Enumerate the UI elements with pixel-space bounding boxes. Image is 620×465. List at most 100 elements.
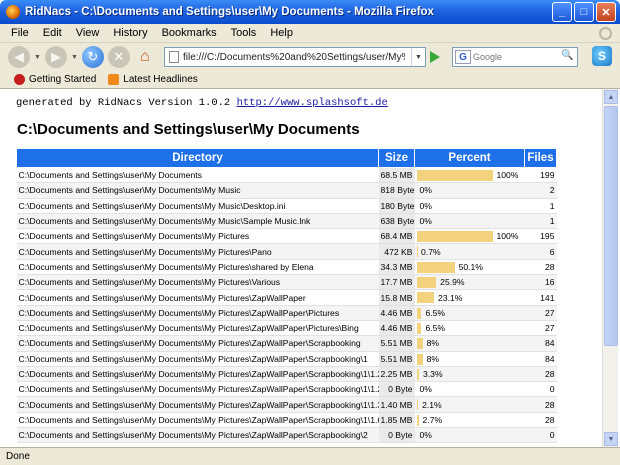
size-cell: 4.46 MB: [378, 320, 415, 337]
address-bar[interactable]: ▼: [164, 47, 426, 67]
table-header-row: Directory Size Percent Files: [16, 148, 557, 168]
table-row: C:\Documents and Settings\user\My Docume…: [16, 198, 557, 214]
search-input[interactable]: [473, 52, 553, 62]
files-cell: 199: [524, 167, 557, 184]
generator-link[interactable]: http://www.splashsoft.de: [236, 97, 388, 109]
percent-cell: 6.5%: [414, 305, 525, 321]
menu-help[interactable]: Help: [270, 27, 293, 39]
percent-cell: 0.7%: [414, 243, 525, 260]
bookmark-getting-started[interactable]: Getting Started: [14, 74, 96, 85]
menu-tools[interactable]: Tools: [230, 27, 257, 39]
close-button[interactable]: ✕: [596, 2, 616, 22]
bookmarks-toolbar: Getting Started Latest Headlines: [0, 71, 620, 89]
directory-cell: C:\Documents and Settings\user\My Docume…: [16, 167, 379, 184]
size-cell: 4.46 MB: [378, 305, 415, 321]
percent-label: 2.7%: [422, 414, 443, 425]
maximize-button[interactable]: □: [574, 2, 594, 22]
page-content: generated by RidNacs Version 1.0.2 http:…: [8, 89, 602, 447]
table-row: C:\Documents and Settings\user\My Docume…: [16, 396, 557, 413]
table-row: C:\Documents and Settings\user\My Docume…: [16, 351, 557, 367]
menu-history[interactable]: History: [113, 27, 148, 39]
files-cell: 16: [524, 274, 557, 291]
files-cell: 27: [524, 320, 557, 337]
table-row: C:\Documents and Settings\user\My Docume…: [16, 427, 557, 444]
percent-bar: [416, 414, 419, 426]
files-cell: 0: [524, 381, 557, 398]
rss-icon: [108, 74, 120, 85]
directory-cell: C:\Documents and Settings\user\My Docume…: [16, 335, 379, 352]
directory-cell: C:\Documents and Settings\user\My Docume…: [16, 320, 379, 337]
page-title: C:\Documents and Settings\user\My Docume…: [17, 121, 360, 138]
menu-bookmarks[interactable]: Bookmarks: [161, 27, 217, 39]
table-row: C:\Documents and Settings\user\My Docume…: [16, 335, 557, 352]
size-cell: 17.7 MB: [378, 274, 415, 291]
table-row: C:\Documents and Settings\user\My Docume…: [16, 412, 557, 429]
throbber-icon: [599, 27, 612, 40]
scroll-up-arrow-icon[interactable]: ▲: [604, 90, 618, 104]
directory-cell: C:\Documents and Settings\user\My Docume…: [16, 259, 379, 276]
minimize-button[interactable]: _: [552, 2, 572, 22]
percent-cell: 0%: [414, 213, 525, 230]
url-history-dropdown-icon[interactable]: ▼: [411, 48, 425, 66]
vertical-scrollbar[interactable]: ▲ ▼: [602, 89, 618, 447]
percent-cell: 100%: [414, 167, 525, 184]
forward-button[interactable]: ▶: [44, 46, 67, 68]
table-row: C:\Documents and Settings\user\My Docume…: [16, 274, 557, 291]
menu-view[interactable]: View: [75, 27, 100, 39]
search-bar[interactable]: G 🔍: [452, 47, 578, 67]
bookmark-label: Getting Started: [29, 74, 97, 85]
table-row: C:\Documents and Settings\user\My Docume…: [16, 228, 557, 245]
scroll-thumb[interactable]: [604, 106, 618, 346]
directory-cell: C:\Documents and Settings\user\My Docume…: [16, 396, 379, 413]
percent-label: 2.1%: [422, 399, 442, 410]
go-arrow-icon[interactable]: [430, 51, 440, 63]
percent-label: 8%: [426, 338, 439, 349]
stop-button[interactable]: ✕: [107, 46, 130, 68]
home-button[interactable]: ⌂: [140, 48, 150, 65]
search-magnifier-icon[interactable]: 🔍: [561, 50, 574, 61]
files-cell: 1: [524, 213, 557, 230]
size-cell: 5.51 MB: [378, 335, 415, 352]
column-header-directory[interactable]: Directory: [16, 148, 379, 168]
percent-bar: [416, 322, 422, 334]
bookmark-latest-headlines[interactable]: Latest Headlines: [108, 74, 198, 85]
menu-file[interactable]: File: [11, 27, 29, 39]
percent-cell: 3.3%: [414, 366, 525, 383]
directory-cell: C:\Documents and Settings\user\My Docume…: [16, 305, 379, 321]
extension-icon[interactable]: S: [592, 46, 612, 66]
table-row: C:\Documents and Settings\user\My Docume…: [16, 381, 557, 398]
files-cell: 195: [524, 228, 557, 245]
url-input[interactable]: [183, 51, 405, 63]
window-controls: _ □ ✕: [552, 2, 616, 22]
menu-edit[interactable]: Edit: [42, 27, 62, 39]
files-cell: 6: [524, 243, 557, 260]
size-cell: 472 KB: [378, 243, 415, 260]
percent-cell: 8%: [414, 335, 525, 352]
percent-bar: [416, 170, 493, 181]
back-button[interactable]: ◀: [8, 46, 30, 68]
back-history-dropdown-icon[interactable]: ▼: [34, 53, 41, 61]
files-cell: 28: [524, 396, 557, 413]
size-cell: 34.3 MB: [378, 259, 415, 276]
forward-history-dropdown-icon[interactable]: ▼: [70, 53, 78, 61]
column-header-files[interactable]: Files: [524, 148, 557, 168]
table-row: C:\Documents and Settings\user\My Docume…: [16, 182, 557, 199]
page-icon: [169, 51, 179, 63]
search-engine-icon[interactable]: G: [455, 50, 471, 64]
percent-label: 23.1%: [438, 292, 463, 303]
percent-label: 25.9%: [440, 277, 465, 288]
size-cell: 180 Byte: [378, 198, 415, 214]
percent-label: 100%: [496, 231, 519, 242]
files-cell: 141: [524, 289, 557, 306]
firefox-bookmark-icon: [14, 74, 25, 85]
generator-line: generated by RidNacs Version 1.0.2 http:…: [16, 97, 602, 109]
scroll-down-arrow-icon[interactable]: ▼: [604, 432, 618, 446]
reload-button[interactable]: ↻: [81, 46, 104, 68]
percent-cell: 2.1%: [414, 396, 525, 413]
files-cell: 28: [524, 259, 557, 276]
column-header-percent[interactable]: Percent: [414, 148, 525, 168]
percent-label: 0%: [419, 185, 432, 196]
directory-cell: C:\Documents and Settings\user\My Docume…: [16, 427, 379, 444]
column-header-size[interactable]: Size: [378, 148, 415, 168]
percent-bar: [416, 246, 418, 258]
